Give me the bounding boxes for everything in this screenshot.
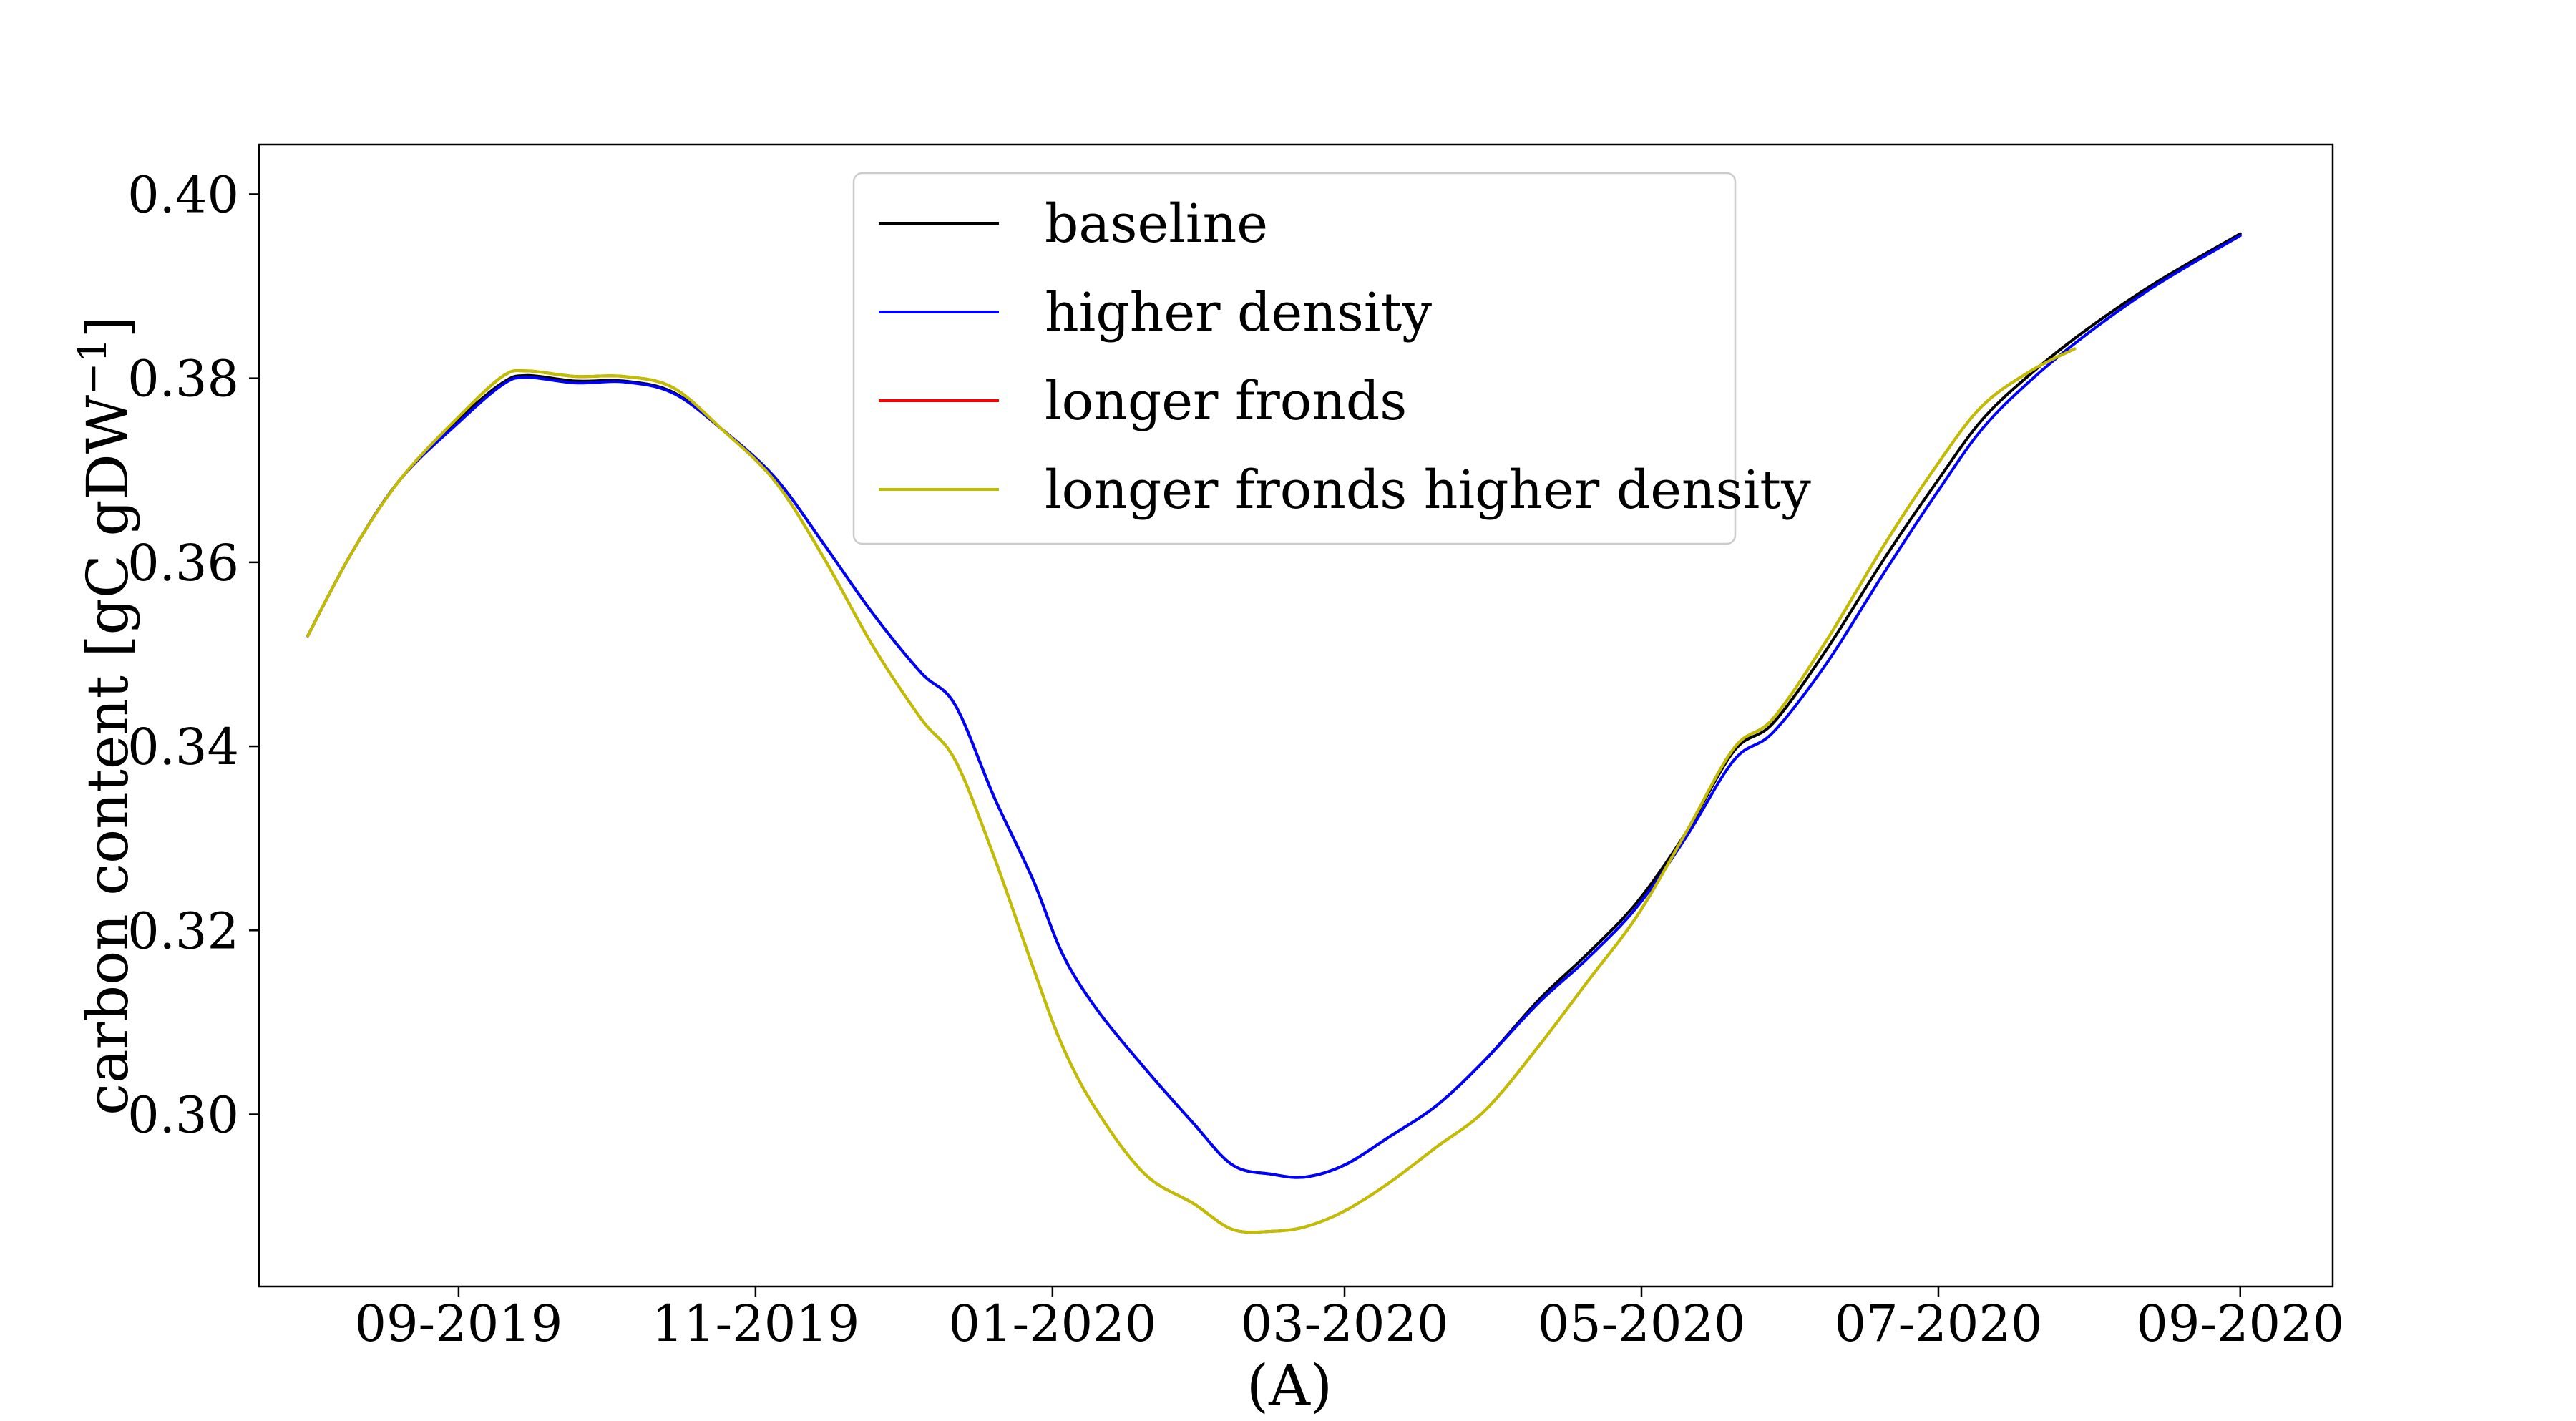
legend: baseline higher density longer fronds longe… xyxy=(852,172,1811,545)
plot-lines xyxy=(306,232,2242,1234)
x-tick-label: 01-2020 xyxy=(948,1294,1156,1353)
legend-label-2: higher density xyxy=(1045,282,1432,343)
y-axis-label: carbon content [gC gDW−1] xyxy=(70,316,141,1115)
legend-box xyxy=(852,172,1737,545)
y-tick-label: 0.36 xyxy=(127,534,239,592)
y-tick-label: 0.34 xyxy=(127,718,239,776)
x-tick-label: 05-2020 xyxy=(1538,1294,1746,1353)
x-tick-label: 11-2019 xyxy=(651,1294,859,1353)
series-line-4 xyxy=(306,347,2077,1234)
legend-label-1: baseline xyxy=(1045,193,1268,255)
x-tick-label: 09-2020 xyxy=(2136,1294,2344,1353)
x-axis: 09-2019 11-2019 01-2020 03-2020 05-2020 07-20… xyxy=(354,1286,2344,1353)
y-tick-label: 0.40 xyxy=(127,165,239,224)
y-tick-label: 0.32 xyxy=(127,902,239,960)
y-tick-label: 0.38 xyxy=(127,350,239,409)
legend-items: baseline higher density longer fronds longe… xyxy=(879,193,1811,521)
series-line-2 xyxy=(306,234,2242,1179)
y-axis: 0.30 0.32 0.34 0.36 0.38 0.40 xyxy=(127,165,259,1145)
x-tick-label: 09-2019 xyxy=(354,1294,562,1353)
y-tick-label: 0.30 xyxy=(127,1086,239,1145)
y-axis-label-superscript: −1 xyxy=(70,338,115,395)
y-axis-label-main: carbon content [gC gDW xyxy=(74,395,141,1115)
plot-area-frame xyxy=(258,143,2334,1288)
y-axis-label-close: ] xyxy=(74,316,141,338)
legend-label-4: longer fronds higher density xyxy=(1045,459,1811,521)
x-axis-label: (A) xyxy=(1246,1352,1332,1419)
x-tick-label: 03-2020 xyxy=(1241,1294,1449,1353)
legend-label-3: longer fronds xyxy=(1045,371,1407,432)
x-tick-label: 07-2020 xyxy=(1835,1294,2043,1353)
